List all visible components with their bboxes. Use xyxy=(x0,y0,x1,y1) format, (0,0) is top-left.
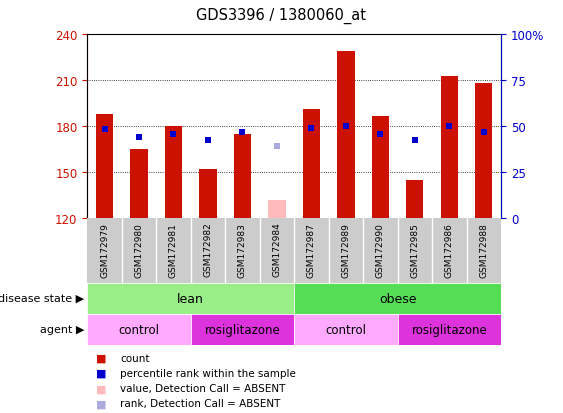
Text: rosiglitazone: rosiglitazone xyxy=(204,323,280,336)
Text: GSM172990: GSM172990 xyxy=(376,222,385,277)
Text: GSM172982: GSM172982 xyxy=(203,222,212,277)
Bar xyxy=(269,201,285,219)
Bar xyxy=(87,283,294,314)
Bar xyxy=(397,314,501,345)
Bar xyxy=(406,180,423,219)
Bar xyxy=(96,115,113,219)
Text: percentile rank within the sample: percentile rank within the sample xyxy=(120,368,296,378)
Bar xyxy=(294,283,501,314)
Text: GSM172981: GSM172981 xyxy=(169,222,178,277)
Text: ■: ■ xyxy=(96,399,106,408)
Text: GSM172989: GSM172989 xyxy=(341,222,350,277)
Text: count: count xyxy=(120,353,149,363)
Text: control: control xyxy=(325,323,367,336)
Text: GSM172985: GSM172985 xyxy=(410,222,419,277)
Bar xyxy=(131,150,148,219)
Bar xyxy=(199,170,217,219)
Bar xyxy=(337,52,355,219)
Bar xyxy=(234,135,251,219)
Bar xyxy=(165,127,182,219)
Bar xyxy=(294,314,397,345)
Text: GSM172984: GSM172984 xyxy=(272,222,282,277)
Text: obese: obese xyxy=(379,292,417,305)
Bar xyxy=(475,84,493,219)
Text: ■: ■ xyxy=(96,383,106,393)
Bar xyxy=(372,116,389,219)
Bar xyxy=(303,110,320,219)
Text: GDS3396 / 1380060_at: GDS3396 / 1380060_at xyxy=(196,8,367,24)
Text: GSM172979: GSM172979 xyxy=(100,222,109,277)
Bar xyxy=(441,76,458,219)
Text: ■: ■ xyxy=(96,368,106,378)
Text: rank, Detection Call = ABSENT: rank, Detection Call = ABSENT xyxy=(120,399,280,408)
Text: ■: ■ xyxy=(96,353,106,363)
Text: GSM172988: GSM172988 xyxy=(479,222,488,277)
Text: value, Detection Call = ABSENT: value, Detection Call = ABSENT xyxy=(120,383,285,393)
Bar xyxy=(191,314,294,345)
Text: rosiglitazone: rosiglitazone xyxy=(412,323,487,336)
Text: GSM172983: GSM172983 xyxy=(238,222,247,277)
Text: control: control xyxy=(118,323,159,336)
Text: GSM172980: GSM172980 xyxy=(135,222,144,277)
Text: agent ▶: agent ▶ xyxy=(40,324,84,335)
Text: GSM172986: GSM172986 xyxy=(445,222,454,277)
Text: disease state ▶: disease state ▶ xyxy=(0,293,84,304)
Text: lean: lean xyxy=(177,292,204,305)
Text: GSM172987: GSM172987 xyxy=(307,222,316,277)
Bar xyxy=(87,314,191,345)
